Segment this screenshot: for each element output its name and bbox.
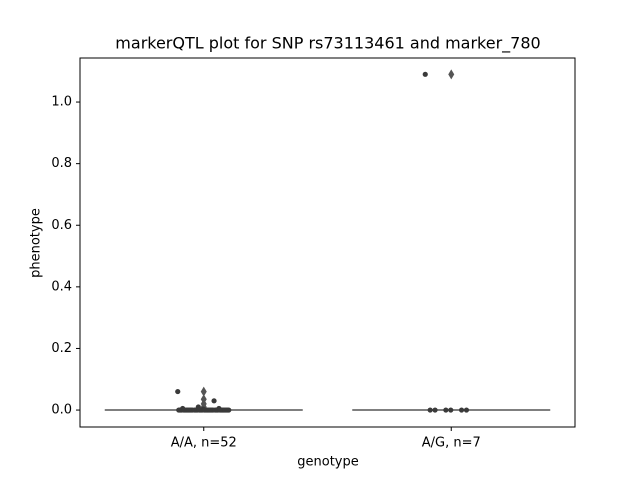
y-tick-label: 0.0 xyxy=(51,403,72,418)
data-point xyxy=(212,407,218,413)
y-axis-label: phenotype xyxy=(29,208,44,278)
data-point xyxy=(427,407,433,413)
data-point xyxy=(448,407,454,413)
flier xyxy=(200,386,207,397)
data-point xyxy=(206,407,212,413)
x-axis-label: genotype xyxy=(297,455,358,470)
y-tick-label: 0.6 xyxy=(51,218,72,233)
y-tick-label: 0.2 xyxy=(51,341,72,356)
data-point xyxy=(201,407,207,413)
plot-frame xyxy=(79,57,576,428)
x-tick-label: A/G, n=7 xyxy=(422,436,481,451)
data-point xyxy=(432,407,438,413)
data-point xyxy=(443,407,449,413)
data-point xyxy=(191,407,198,413)
y-tick-label: 0.4 xyxy=(51,279,72,294)
data-point xyxy=(222,407,228,413)
y-tick-label: 1.0 xyxy=(51,95,72,110)
data-point xyxy=(185,407,192,413)
data-point xyxy=(196,407,202,413)
data-point xyxy=(458,407,465,413)
data-point xyxy=(211,398,217,404)
data-point xyxy=(217,407,223,413)
y-tick-label: 0.8 xyxy=(51,156,72,171)
flier xyxy=(448,69,455,80)
data-point xyxy=(422,71,428,77)
chart-title: markerQTL plot for SNP rs73113461 and ma… xyxy=(115,34,540,54)
data-point xyxy=(463,407,470,413)
x-tick-label: A/A, n=52 xyxy=(171,436,237,451)
data-point xyxy=(175,388,181,395)
data-point xyxy=(181,407,187,413)
data-point xyxy=(176,407,182,413)
